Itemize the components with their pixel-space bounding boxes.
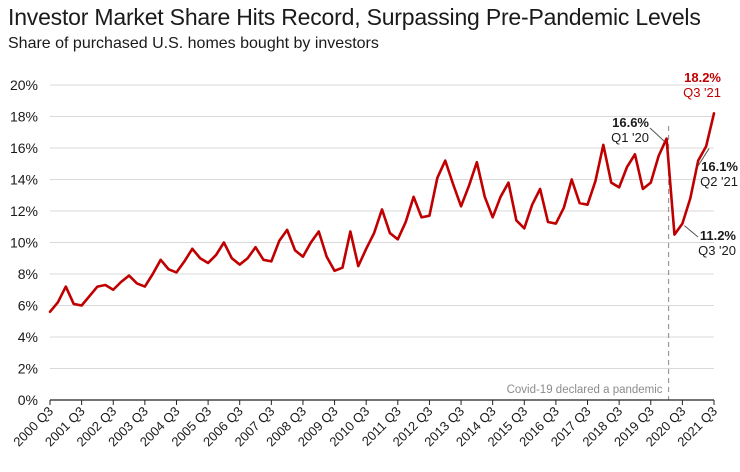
annotation-period: Q3 '21 — [683, 85, 721, 100]
y-tick-label: 6% — [18, 298, 38, 314]
y-tick-label: 10% — [10, 235, 38, 251]
annotation-layer: 16.6%Q1 '20 11.2%Q3 '20 16.1%Q2 '21 18.2%Q3… — [611, 70, 738, 258]
y-tick-label: 16% — [10, 140, 38, 156]
annotation-value: 18.2% — [684, 70, 721, 85]
y-tick-label: 2% — [18, 361, 38, 377]
series-line — [48, 112, 716, 314]
y-tick-label: 18% — [10, 109, 38, 125]
series-layer — [48, 112, 716, 314]
chart-subtitle: Share of purchased U.S. homes bought by … — [8, 35, 379, 52]
annotation-value: 16.6% — [612, 115, 649, 130]
annotation-period: Q1 '20 — [611, 130, 649, 145]
annotation-value: 16.1% — [701, 159, 738, 174]
y-tick-label: 8% — [18, 266, 38, 282]
y-tick-label: 4% — [18, 329, 38, 345]
reference-line-layer: Covid-19 declared a pandemic — [507, 126, 670, 400]
y-tick-label: 0% — [18, 392, 38, 408]
y-tick-label: 14% — [10, 172, 38, 188]
chart-title: Investor Market Share Hits Record, Surpa… — [8, 4, 701, 30]
y-tick-label: 20% — [10, 77, 38, 93]
annotation-leader — [684, 225, 699, 238]
annotation-leader — [649, 127, 665, 142]
reference-line-label: Covid-19 declared a pandemic — [507, 384, 663, 396]
annotation-leader — [697, 148, 710, 167]
annotation-period: Q3 '20 — [698, 243, 736, 258]
y-tick-label: 12% — [10, 203, 38, 219]
annotation-period: Q2 '21 — [700, 174, 738, 189]
annotation-value: 11.2% — [700, 228, 737, 243]
